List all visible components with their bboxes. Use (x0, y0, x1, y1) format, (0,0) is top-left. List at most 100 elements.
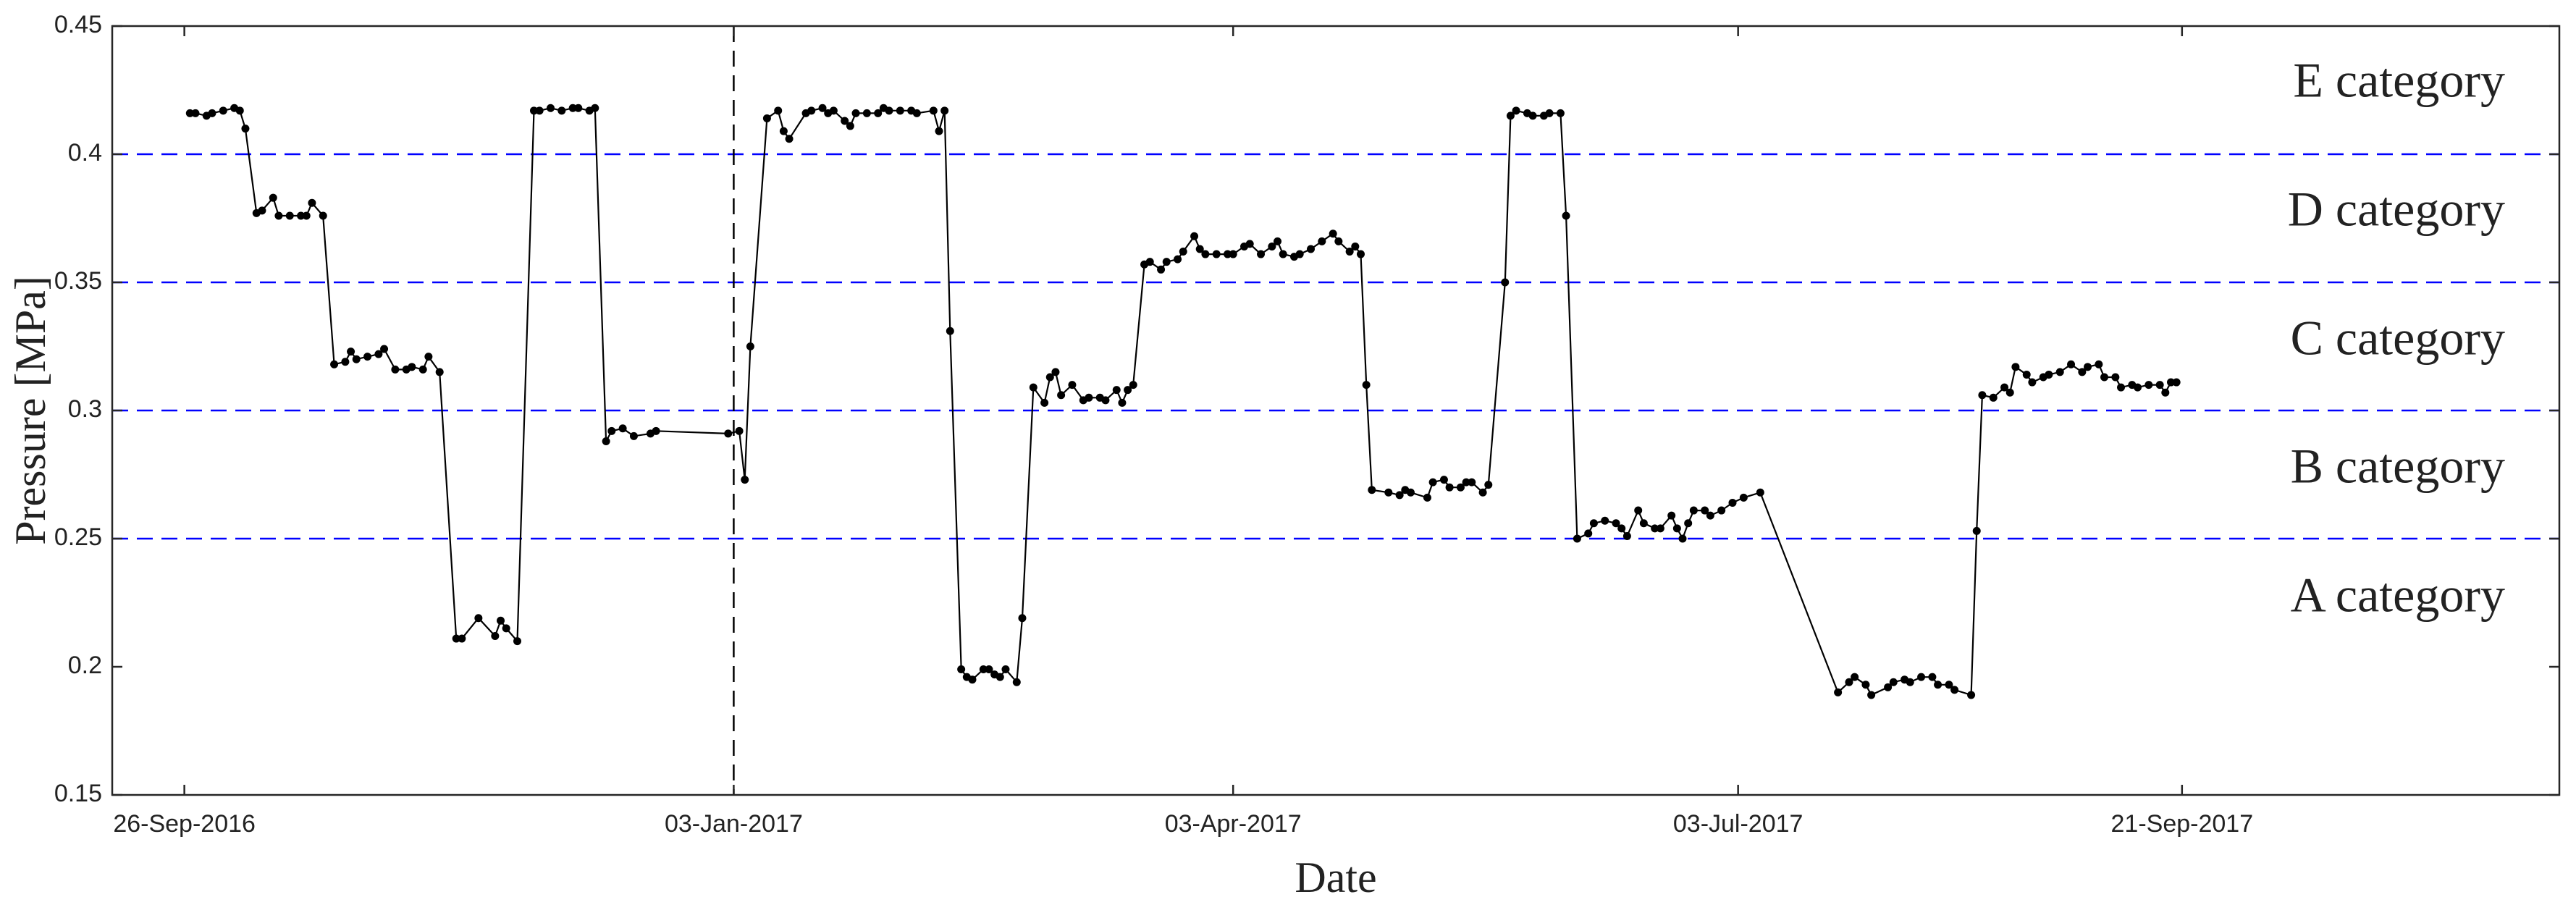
data-point (546, 104, 555, 112)
data-point (1972, 526, 1981, 535)
data-point (1162, 258, 1171, 266)
data-point (1257, 250, 1266, 258)
data-point (2084, 363, 2092, 371)
data-point (1329, 230, 1337, 238)
data-point (1501, 278, 1510, 287)
data-point (841, 117, 849, 125)
data-point (1195, 245, 1204, 253)
annotation: D category (2288, 182, 2505, 237)
data-point (1701, 506, 1709, 515)
data-point (1562, 211, 1570, 220)
data-point (1478, 488, 1487, 497)
data-point (1512, 106, 1520, 115)
data-point (629, 431, 638, 440)
data-point (2161, 388, 2170, 397)
data-point (1356, 250, 1365, 258)
data-point (2011, 363, 2020, 371)
data-point (1545, 109, 1554, 117)
data-point (1201, 250, 1210, 258)
data-point (946, 327, 954, 335)
data-point (1345, 248, 1354, 256)
data-point (2028, 378, 2037, 387)
data-point (1212, 250, 1221, 258)
data-point (1224, 250, 1232, 258)
data-point (1295, 250, 1304, 258)
data-point (2078, 368, 2087, 376)
data-point (452, 634, 460, 643)
data-point (874, 109, 883, 117)
data-point (435, 368, 444, 376)
data-point (885, 106, 893, 115)
data-point (2095, 360, 2103, 369)
data-point (330, 360, 339, 369)
data-point (1462, 478, 1470, 487)
data-point (235, 106, 244, 115)
x-axis-label: Date (1295, 854, 1376, 901)
data-point (1845, 678, 1853, 686)
data-point (846, 122, 854, 130)
data-point (1384, 488, 1393, 497)
data-point (418, 365, 427, 374)
data-point (1678, 534, 1687, 543)
data-point (2055, 368, 2064, 376)
data-point (1950, 686, 1959, 694)
data-point (1934, 681, 1942, 689)
data-point (363, 353, 372, 361)
data-point (2000, 383, 2009, 392)
data-point (1612, 519, 1620, 528)
data-point (1190, 232, 1199, 240)
data-point (1051, 368, 1060, 376)
data-point (1428, 478, 1437, 487)
data-point (618, 424, 627, 433)
data-point (319, 211, 327, 220)
data-point (1229, 250, 1237, 258)
data-point (1423, 493, 1431, 502)
data-point (1584, 529, 1593, 538)
data-point (746, 342, 754, 350)
data-point (1884, 683, 1893, 691)
data-point (574, 104, 583, 112)
data-point (1861, 681, 1870, 689)
data-point (2117, 383, 2126, 392)
data-point (762, 114, 771, 122)
data-point (1928, 673, 1937, 681)
data-point (818, 104, 827, 112)
data-point (1867, 691, 1876, 699)
data-point (2022, 370, 2031, 379)
data-point (957, 665, 966, 674)
data-point (996, 673, 1004, 681)
data-point (1179, 248, 1187, 256)
data-point (2005, 388, 2014, 397)
data-point (1906, 678, 1914, 686)
data-point (491, 632, 500, 641)
data-point (652, 426, 660, 435)
data-point (1395, 491, 1404, 500)
data-point (1989, 393, 1998, 402)
data-point (1689, 506, 1698, 515)
data-point (308, 198, 316, 207)
data-point (1589, 519, 1598, 528)
data-point (1651, 524, 1659, 533)
data-point (2111, 373, 2120, 382)
annotation: B category (2291, 439, 2505, 494)
data-point (285, 211, 294, 220)
data-point (829, 106, 838, 115)
y-axis-label: Pressure [MPa] (7, 276, 54, 545)
data-point (1012, 678, 1021, 686)
data-point (1029, 383, 1037, 392)
data-point (1684, 519, 1693, 528)
data-point (774, 106, 783, 115)
data-point (1573, 534, 1581, 543)
data-point (1967, 691, 1976, 699)
data-point (1362, 381, 1371, 389)
data-point (1318, 237, 1326, 245)
y-tick-label: 0.35 (54, 267, 102, 295)
data-point (1756, 488, 1764, 497)
data-point (502, 624, 510, 633)
data-point (513, 637, 522, 646)
data-point (2172, 378, 2181, 387)
data-point (1268, 242, 1276, 250)
data-point (424, 353, 433, 361)
data-point (1889, 678, 1898, 686)
